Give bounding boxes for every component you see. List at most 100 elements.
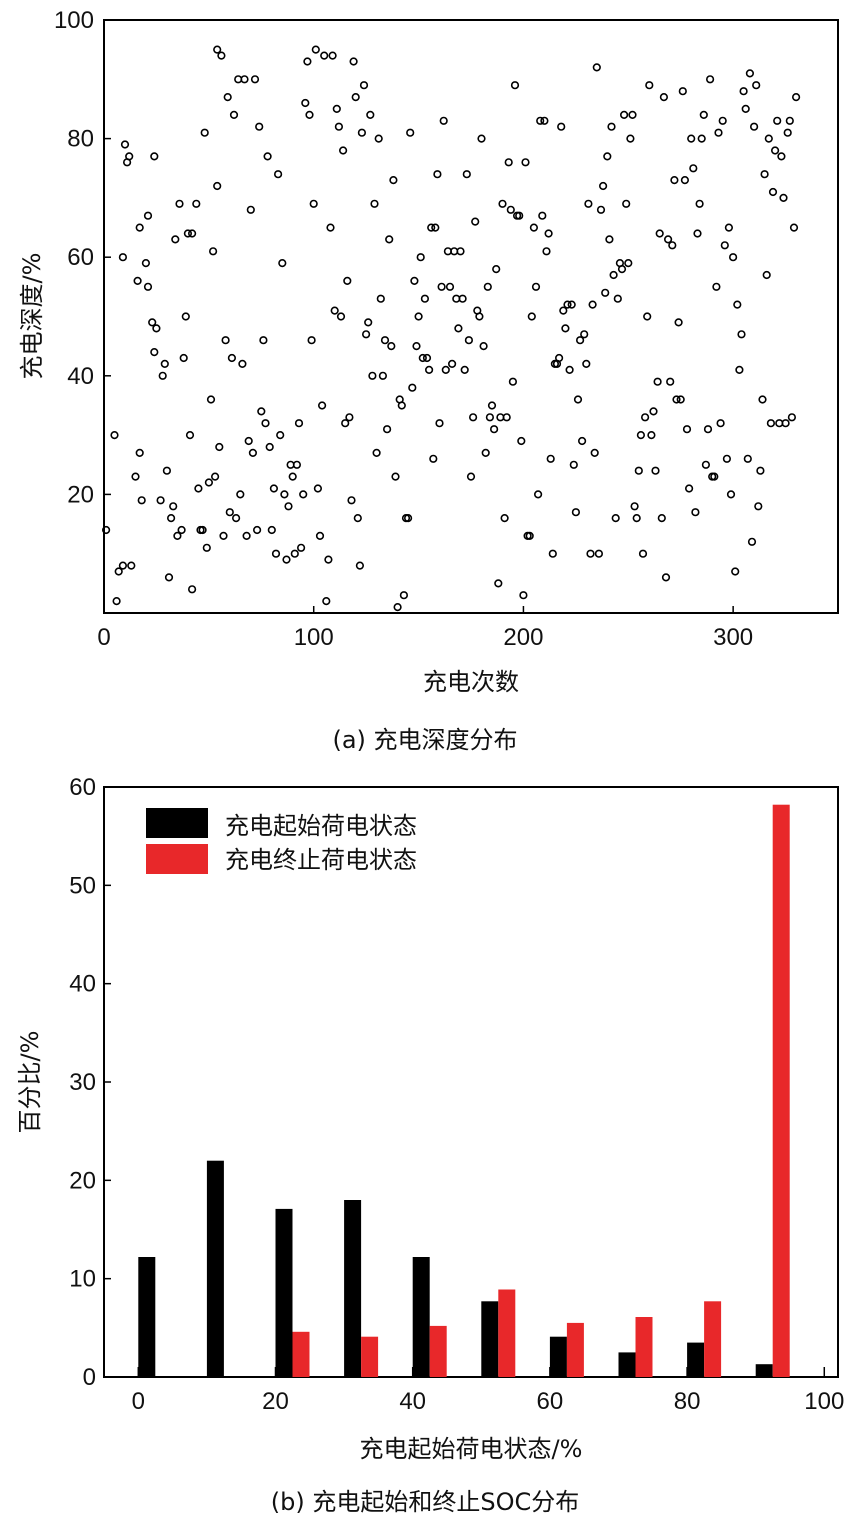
scatter-point bbox=[309, 199, 318, 208]
scatter-point bbox=[156, 496, 165, 505]
scatter-point bbox=[584, 199, 593, 208]
scatter-point bbox=[288, 472, 297, 481]
scatter-point bbox=[622, 199, 631, 208]
scatter-point bbox=[668, 241, 677, 250]
scatter-point bbox=[666, 377, 675, 386]
scatter-point bbox=[441, 365, 450, 375]
scatter-point bbox=[206, 395, 216, 404]
scatter-point bbox=[651, 466, 660, 475]
scatter-point bbox=[712, 282, 721, 291]
y-tick-label: 60 bbox=[67, 244, 94, 271]
scatter-point bbox=[194, 484, 203, 493]
scatter-point bbox=[456, 247, 465, 256]
scatter-point bbox=[349, 57, 358, 66]
scatter-point bbox=[582, 359, 591, 369]
scatter-point bbox=[733, 300, 742, 309]
scatter-point bbox=[143, 211, 153, 220]
scatter-point bbox=[420, 294, 430, 303]
y-tick-label: 10 bbox=[69, 1266, 96, 1293]
scatter-point bbox=[280, 490, 289, 499]
scatter-point bbox=[112, 596, 121, 606]
scatter-point bbox=[303, 57, 312, 66]
scatter-point bbox=[150, 152, 159, 161]
bar-start-soc bbox=[549, 1336, 567, 1377]
scatter-point bbox=[143, 282, 153, 291]
bar-end-soc bbox=[292, 1331, 310, 1377]
scatter-point bbox=[179, 353, 188, 363]
y-tick-label: 100 bbox=[54, 7, 94, 34]
scatter-point bbox=[703, 425, 713, 434]
scatter-point bbox=[464, 336, 474, 345]
scatter-point bbox=[787, 413, 797, 422]
x-tick-label: 20 bbox=[262, 1388, 289, 1415]
y-tick-label: 20 bbox=[69, 1167, 96, 1194]
legend-label-end: 充电终止荷电状态 bbox=[225, 846, 417, 874]
scatter-point bbox=[466, 472, 476, 481]
scatter-point bbox=[307, 336, 316, 345]
scatter-point bbox=[412, 342, 421, 351]
scatter-point bbox=[362, 330, 371, 339]
scatter-point bbox=[544, 229, 553, 238]
scatter-point bbox=[747, 537, 757, 546]
scatter-point bbox=[649, 407, 658, 416]
scatter-point bbox=[345, 413, 354, 422]
scatter-point bbox=[202, 543, 211, 552]
scatter-point bbox=[714, 128, 723, 137]
scatter-point bbox=[494, 579, 503, 588]
scatter-point bbox=[500, 513, 509, 523]
bar-chart-soc-distribution: 0 20 40 60 80 100 0 10 20 30 40 50 60 充电起始荷电状态 充电终止… bbox=[16, 774, 844, 1516]
scatter-point bbox=[364, 318, 373, 327]
scatter-point bbox=[418, 353, 427, 363]
bar-start-soc bbox=[275, 1208, 293, 1377]
scatter-point bbox=[645, 81, 654, 90]
scatter-point bbox=[561, 324, 570, 333]
scatter-point bbox=[213, 45, 222, 54]
scatter-point bbox=[169, 502, 178, 511]
scatter-point bbox=[739, 87, 748, 96]
scatter-point bbox=[571, 508, 581, 517]
scatter-point bbox=[628, 110, 637, 119]
scatter-point bbox=[357, 128, 367, 137]
scatter-point bbox=[479, 342, 488, 351]
scatter-point bbox=[469, 413, 478, 422]
scatter-point bbox=[200, 128, 209, 137]
scatter-point bbox=[183, 229, 192, 238]
scatter-point bbox=[204, 478, 213, 487]
scatter-point bbox=[490, 425, 499, 434]
scatter-point bbox=[158, 371, 167, 380]
scatter-point bbox=[137, 496, 146, 505]
scatter-point bbox=[477, 134, 486, 143]
scatter-point bbox=[626, 134, 635, 143]
scatter-point bbox=[414, 312, 423, 321]
scatter-point bbox=[171, 235, 180, 244]
scatter-point bbox=[557, 122, 566, 131]
scatter-point bbox=[731, 567, 740, 576]
bar-end-soc bbox=[635, 1317, 653, 1377]
scatter-point bbox=[770, 146, 780, 155]
scatter-point bbox=[634, 466, 643, 475]
scatter-point bbox=[437, 282, 446, 291]
scatter-point bbox=[250, 75, 260, 84]
x-tick-label: 0 bbox=[97, 624, 110, 651]
scatter-point bbox=[718, 116, 727, 125]
scatter-point bbox=[609, 270, 618, 280]
scatter-point bbox=[408, 383, 417, 392]
scatter-point bbox=[632, 513, 641, 523]
scatter-point bbox=[485, 413, 495, 422]
scatter-point bbox=[213, 181, 222, 191]
y-tick-label: 20 bbox=[67, 481, 94, 508]
scatter-point bbox=[255, 122, 264, 131]
scatter-point bbox=[261, 419, 270, 428]
scatter-point bbox=[785, 116, 794, 125]
scatter-point bbox=[695, 199, 704, 208]
scatter-point bbox=[454, 324, 463, 333]
scatter-point bbox=[758, 395, 767, 404]
scatter-point bbox=[265, 442, 274, 452]
scatter-point bbox=[397, 401, 406, 410]
scatter-point bbox=[768, 187, 778, 197]
scatter-point bbox=[722, 454, 732, 463]
x-axis-ticks: 0 20 40 60 80 100 bbox=[132, 1367, 844, 1415]
scatter-point bbox=[135, 223, 144, 232]
scatter-point bbox=[257, 407, 266, 416]
bar-end-soc bbox=[772, 804, 790, 1377]
